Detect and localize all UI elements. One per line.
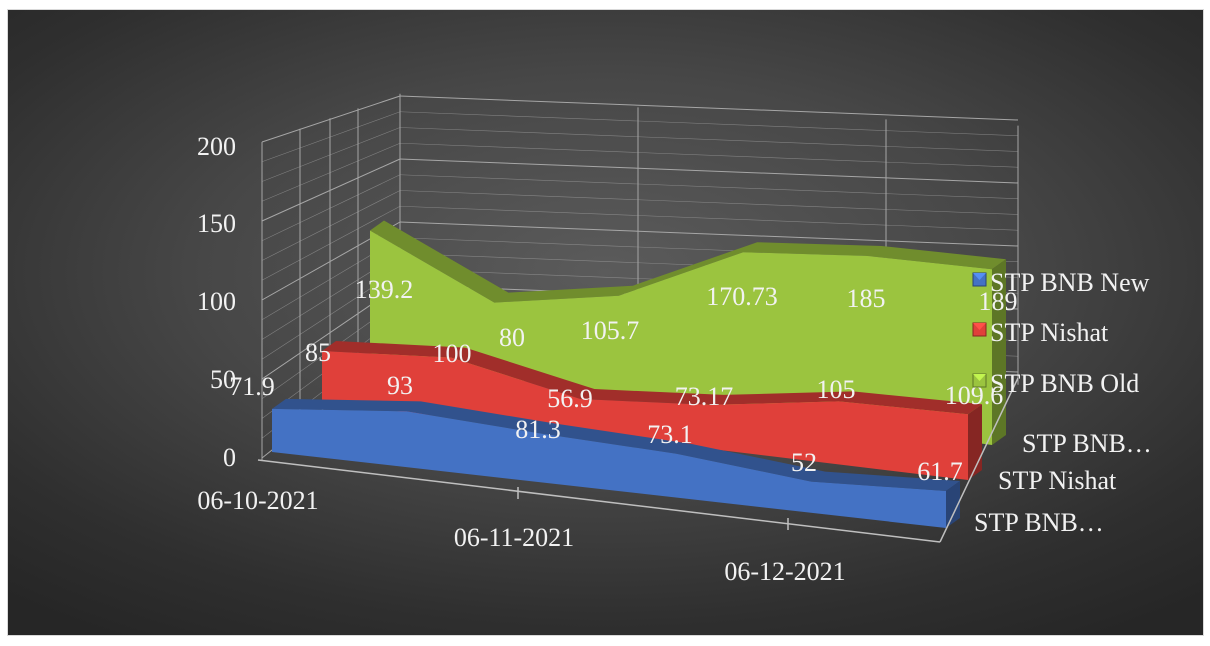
side-minor-gridline: [261, 158, 401, 222]
y-tick-label: 0: [223, 443, 236, 472]
data-label: 189: [979, 287, 1018, 316]
data-label: 170.73: [706, 282, 778, 311]
back-gridline: [399, 111, 1019, 137]
y-tick-label: 100: [197, 287, 236, 316]
depth-tick-label: STP BNB…: [974, 508, 1104, 537]
y-tick-label: 150: [197, 209, 236, 238]
data-label: 185: [847, 284, 886, 313]
back-gridline: [399, 158, 1019, 184]
x-axis-line: [257, 459, 941, 543]
back-gridline: [399, 127, 1019, 152]
side-minor-gridline: [261, 127, 401, 182]
side-minor-gridline: [261, 142, 401, 202]
data-label: 56.9: [547, 384, 593, 413]
legend-swatch-highlight: [973, 374, 986, 381]
data-label: 71.9: [229, 372, 275, 401]
data-label: 105: [817, 375, 856, 404]
legend-label: STP BNB Old: [990, 369, 1139, 398]
axes: 0 50 100 150 200 06-10-2021 06-11-2021 06-12-20…: [197, 132, 1152, 586]
side-minor-gridline: [261, 190, 401, 261]
data-label: 105.7: [581, 316, 640, 345]
legend: STP BNB New STP Nishat STP BNB Old: [972, 268, 1150, 398]
y-tick-label: 200: [197, 132, 236, 161]
back-gridline: [399, 221, 1019, 247]
series-areas: [272, 220, 1006, 528]
x-tick-label: 06-12-2021: [724, 557, 845, 586]
series-top-1: [322, 341, 982, 415]
series-area-2: [370, 230, 992, 445]
data-label: 80: [499, 323, 525, 352]
series-top-0: [272, 398, 960, 491]
data-label: 73.1: [647, 420, 693, 449]
y-tick-label: 50: [210, 365, 236, 394]
back-gridline: [399, 190, 1019, 215]
side-gridline: [261, 95, 401, 143]
data-label: 81.3: [515, 415, 561, 444]
side-minor-gridline: [261, 111, 401, 163]
data-label: 85: [305, 338, 331, 367]
side-minor-gridline: [261, 205, 401, 281]
series-side-0: [946, 480, 960, 528]
legend-label: STP Nishat: [990, 318, 1109, 347]
back-gridline: [399, 142, 1019, 168]
legend-swatch-highlight: [973, 273, 986, 280]
series-area-0: [272, 408, 946, 528]
back-gridline: [399, 205, 1019, 231]
depth-tick-label: STP BNB…: [1022, 429, 1152, 458]
depth-tick-label: STP Nishat: [998, 466, 1117, 495]
legend-swatch-highlight: [973, 323, 986, 330]
data-label: 61.7: [917, 457, 963, 486]
back-gridline: [399, 95, 1019, 121]
x-tick-label: 06-11-2021: [454, 523, 574, 552]
legend-label: STP BNB New: [990, 268, 1150, 297]
series-area-1: [322, 351, 968, 480]
data-label: 139.2: [355, 275, 414, 304]
data-label: 100: [433, 339, 472, 368]
x-tick-label: 06-10-2021: [197, 486, 318, 515]
data-label: 93: [387, 371, 413, 400]
depth-axis-line: [939, 377, 1019, 543]
back-gridline: [399, 174, 1019, 200]
data-label: 73.17: [675, 382, 734, 411]
side-minor-gridline: [261, 174, 401, 242]
data-label: 52: [791, 448, 817, 477]
series-side-2: [992, 259, 1006, 445]
